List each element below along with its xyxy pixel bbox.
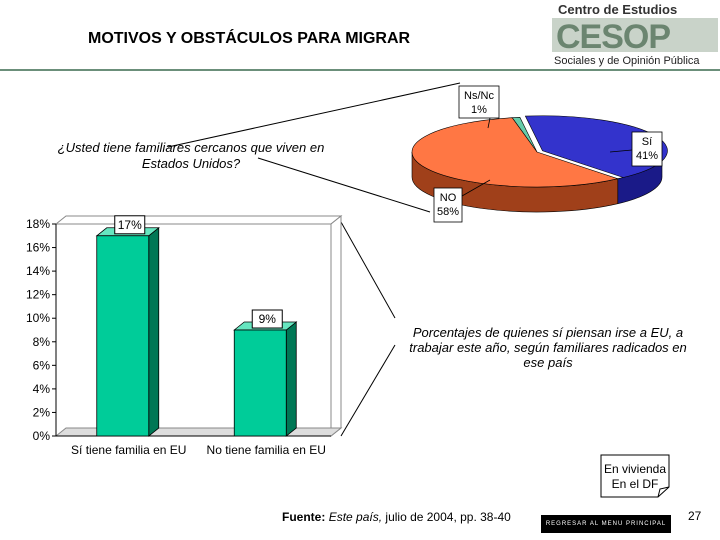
page-title: MOTIVOS Y OBSTÁCULOS PARA MIGRAR xyxy=(88,30,411,47)
y-tick-label: 0% xyxy=(33,429,51,443)
y-tick-label: 12% xyxy=(26,288,50,302)
logo-mark: CESOP xyxy=(556,18,670,56)
logo-line1: Centro de Estudios xyxy=(558,2,677,17)
pie-slice-name: Sí xyxy=(642,136,652,148)
bar-chart: 0% 2% 4% 6% 8% 10% 12% 14% 16% 18% 17% Sí tiene fam… xyxy=(26,214,343,457)
bar xyxy=(96,235,150,437)
pie-slice-name: NO xyxy=(440,192,457,204)
source-citation: Fuente: Este país, julio de 2004, pp. 38… xyxy=(282,510,511,524)
page-number: 27 xyxy=(688,509,702,523)
source-label: Fuente: xyxy=(282,510,326,524)
pie-chart: Sí 41% NO 58% Ns/Nc 1% xyxy=(411,85,668,223)
source-publication: Este país, xyxy=(328,510,383,524)
pie-slice-value: 41% xyxy=(636,150,658,162)
y-tick-label: 18% xyxy=(26,217,50,231)
pie-slice-value: 1% xyxy=(471,104,487,116)
bar-side xyxy=(285,321,297,437)
header-divider xyxy=(0,69,720,71)
y-tick-label: 10% xyxy=(26,311,50,325)
y-tick-label: 2% xyxy=(33,405,51,419)
x-category-label: No tiene familia en EU xyxy=(207,443,326,457)
cesop-logo: Centro de Estudios CESOP Sociales y de O… xyxy=(552,2,718,67)
pie-slice-name: Ns/Nc xyxy=(464,90,494,102)
source-details: julio de 2004, pp. 38-40 xyxy=(382,510,511,524)
y-tick-label: 8% xyxy=(33,335,51,349)
pie-slice-value: 58% xyxy=(437,206,459,218)
pie-label-box xyxy=(433,187,463,223)
y-tick-label: 14% xyxy=(26,264,50,278)
callout-box xyxy=(600,454,670,498)
chart-note: Porcentajes de quienes sí piensan irse a… xyxy=(409,325,687,370)
y-tick-label: 16% xyxy=(26,241,50,255)
return-main-menu-button[interactable]: REGRESAR AL MENU PRINCIPAL xyxy=(541,515,671,533)
y-tick-label: 6% xyxy=(33,358,51,372)
data-label: 17% xyxy=(118,218,142,232)
data-label-box xyxy=(114,215,146,235)
logo-line2: Sociales y de Opinión Pública xyxy=(554,55,700,67)
x-category-label: Sí tiene familia en EU xyxy=(71,443,186,457)
bar-side xyxy=(148,226,160,437)
callout-text: En vivienda En el DF xyxy=(603,462,667,491)
data-label-box xyxy=(251,309,283,329)
pie-label-box xyxy=(458,85,500,119)
survey-question: ¿Usted tiene familiares cercanos que viv… xyxy=(57,140,325,171)
y-tick-label: 4% xyxy=(33,382,51,396)
data-label: 9% xyxy=(259,312,277,326)
bar xyxy=(233,329,287,437)
pie-label-box xyxy=(631,131,663,167)
pie-slice xyxy=(411,117,619,188)
